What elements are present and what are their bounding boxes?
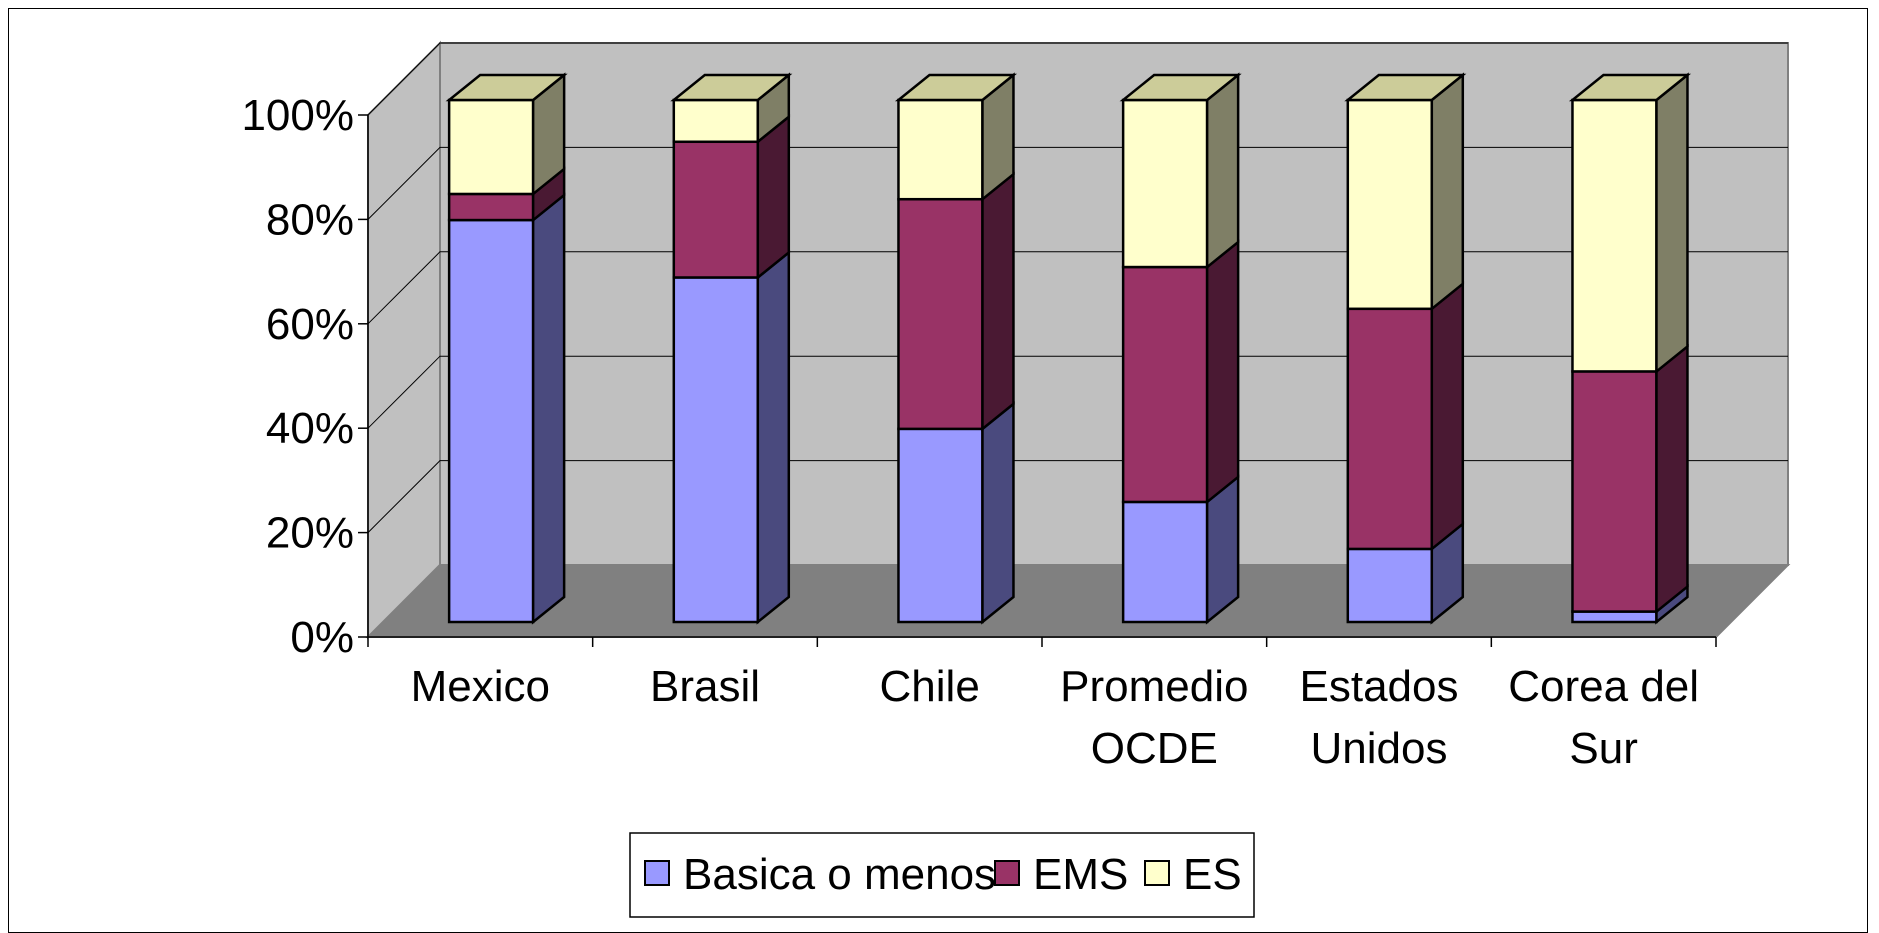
bar-top-5 <box>1568 73 1692 102</box>
bar-side-0-0 <box>531 192 566 625</box>
x-tick-label: Mexico <box>411 662 550 711</box>
x-tick-label: Sur <box>1569 724 1637 773</box>
bar-0-5 <box>1571 610 1658 624</box>
x-tick-label: Promedio <box>1060 662 1248 711</box>
gridline <box>367 146 1788 220</box>
y-tick-label: 40% <box>266 404 354 453</box>
legend-swatch-0 <box>644 860 670 886</box>
bar-0-2 <box>897 427 984 624</box>
bar-side-1-2 <box>981 171 1015 432</box>
bar-side-2-5 <box>1655 72 1689 375</box>
x-tick-label: Brasil <box>650 662 760 711</box>
bar-0-4 <box>1346 547 1434 624</box>
x-tick-label: OCDE <box>1091 724 1218 773</box>
bar-1-3 <box>1121 265 1209 504</box>
bar-top-0 <box>445 73 568 102</box>
bar-1-2 <box>897 197 984 431</box>
y-tick-label: 100% <box>241 91 354 140</box>
legend-label-1: EMS <box>1033 850 1128 899</box>
bar-top-4 <box>1344 73 1467 102</box>
legend-swatch-1 <box>994 860 1020 886</box>
x-tick-label: Estados <box>1300 662 1459 711</box>
bar-2-5 <box>1571 98 1658 373</box>
y-tick-label: 60% <box>266 300 354 349</box>
bar-2-2 <box>897 98 984 201</box>
x-tick-label: Unidos <box>1311 724 1448 773</box>
legend-swatch-2 <box>1144 860 1170 886</box>
bar-1-4 <box>1346 307 1434 551</box>
bar-side-1-4 <box>1430 281 1465 552</box>
bar-1-5 <box>1571 370 1658 613</box>
bar-2-4 <box>1346 98 1434 311</box>
y-tick-label: 0% <box>290 613 354 662</box>
bar-2-0 <box>447 98 535 196</box>
y-tick-label: 20% <box>266 509 354 558</box>
bar-side-1-3 <box>1205 239 1240 505</box>
side-wall <box>367 40 441 640</box>
bar-0-3 <box>1121 500 1209 624</box>
bar-1-1 <box>672 140 760 279</box>
bar-1-0 <box>447 192 535 222</box>
bar-0-1 <box>672 276 760 624</box>
bar-side-1-1 <box>756 114 791 281</box>
gridline <box>367 42 1788 116</box>
gridline <box>367 355 1788 429</box>
bar-2-1 <box>672 98 760 144</box>
bar-side-2-3 <box>1205 72 1240 270</box>
bar-top-2 <box>894 73 1018 102</box>
bar-top-1 <box>670 73 793 102</box>
bar-side-2-4 <box>1430 72 1465 312</box>
x-tick-label: Chile <box>880 662 980 711</box>
bar-side-1-5 <box>1655 343 1689 615</box>
gridline <box>367 460 1788 533</box>
bar-2-3 <box>1121 98 1209 269</box>
bar-top-3 <box>1119 73 1242 102</box>
bar-side-0-2 <box>981 401 1015 625</box>
legend-label-0: Basica o menos <box>683 850 996 899</box>
gridline <box>367 251 1788 325</box>
y-tick-label: 80% <box>266 195 354 244</box>
bar-0-0 <box>447 218 535 624</box>
bar-side-0-1 <box>756 249 791 625</box>
legend-label-2: ES <box>1183 850 1242 899</box>
x-tick-label: Corea del <box>1508 662 1699 711</box>
